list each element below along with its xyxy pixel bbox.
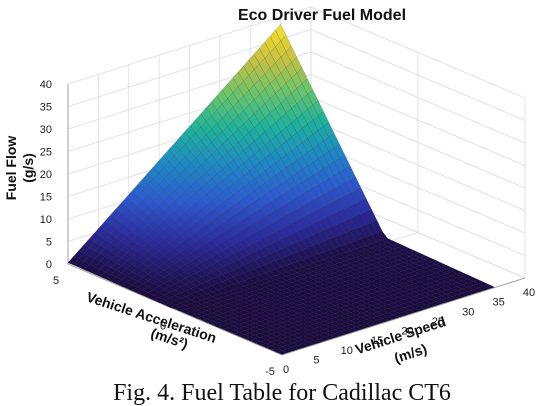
fuel-surface bbox=[67, 24, 495, 355]
x-tick-label: 30 bbox=[462, 306, 474, 318]
z-tick-label: 40 bbox=[40, 79, 52, 91]
y-tick-label: 0 bbox=[160, 321, 166, 333]
chart-title: Eco Driver Fuel Model bbox=[238, 7, 406, 24]
x-tick-label: 0 bbox=[283, 364, 289, 376]
y-tick-label: 5 bbox=[53, 275, 59, 287]
figure-caption: Fig. 4. Fuel Table for Cadillac CT6 bbox=[113, 380, 451, 406]
z-tick-label: 25 bbox=[40, 147, 52, 159]
z-tick-label: 0 bbox=[46, 259, 52, 271]
axis-line bbox=[281, 277, 526, 356]
z-tick-label: 5 bbox=[46, 237, 52, 249]
z-tick-label: 35 bbox=[40, 102, 52, 114]
x-tick-label: 35 bbox=[493, 297, 505, 309]
z-tick-label: 30 bbox=[40, 124, 52, 136]
x-tick-label: 15 bbox=[371, 335, 383, 347]
z-tick-label: 20 bbox=[40, 169, 52, 181]
z-tick-label: 15 bbox=[40, 192, 52, 204]
y-tick-label: -5 bbox=[265, 366, 275, 378]
x-tick-label: 40 bbox=[523, 287, 535, 299]
surface-patch bbox=[67, 256, 79, 266]
z-axis-unit: (g/s) bbox=[20, 153, 36, 183]
z-tick-label: 10 bbox=[40, 214, 52, 226]
axis-line bbox=[67, 263, 283, 356]
z-axis-label: Fuel Flow bbox=[3, 136, 19, 201]
x-tick-label: 20 bbox=[401, 326, 413, 338]
x-tick-label: 5 bbox=[313, 354, 319, 366]
x-tick-label: 25 bbox=[432, 316, 444, 328]
x-tick-label: 10 bbox=[341, 345, 353, 357]
